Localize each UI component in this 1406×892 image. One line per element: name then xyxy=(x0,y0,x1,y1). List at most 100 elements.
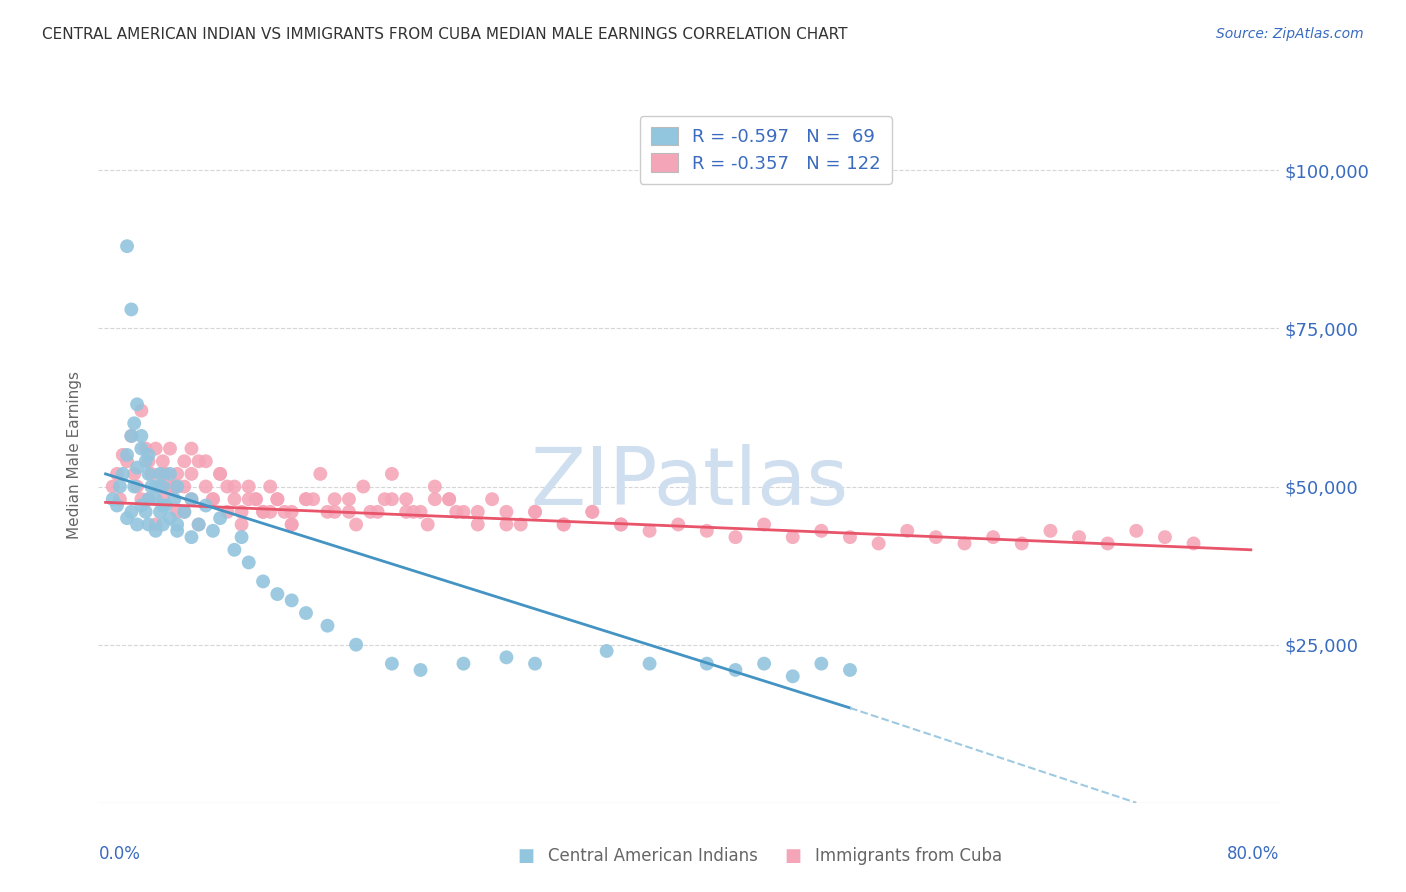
Point xyxy=(467,517,489,532)
Point xyxy=(122,479,145,493)
Point xyxy=(131,403,153,417)
Point xyxy=(163,479,186,493)
Point xyxy=(309,467,332,481)
Point xyxy=(1154,530,1177,544)
Point xyxy=(135,454,157,468)
Point xyxy=(696,657,718,671)
Point xyxy=(295,492,318,507)
Point xyxy=(152,492,174,507)
Point xyxy=(122,467,145,481)
Point xyxy=(105,499,128,513)
Point xyxy=(163,492,186,507)
Point xyxy=(138,492,160,507)
Point xyxy=(810,524,832,538)
Point xyxy=(724,663,747,677)
Point xyxy=(524,505,547,519)
Point xyxy=(125,460,148,475)
Point xyxy=(696,524,718,538)
Point xyxy=(238,492,260,507)
Point xyxy=(259,505,281,519)
Legend: R = -0.597   N =  69, R = -0.357   N = 122: R = -0.597 N = 69, R = -0.357 N = 122 xyxy=(640,116,891,184)
Point xyxy=(259,479,281,493)
Point xyxy=(810,657,832,671)
Point xyxy=(610,517,633,532)
Point xyxy=(217,479,239,493)
Point xyxy=(280,593,302,607)
Point xyxy=(337,505,360,519)
Point xyxy=(111,467,134,481)
Point xyxy=(524,657,547,671)
Point xyxy=(173,479,195,493)
Point xyxy=(416,517,439,532)
Point xyxy=(266,492,288,507)
Point xyxy=(395,492,418,507)
Point xyxy=(323,505,346,519)
Point xyxy=(437,492,460,507)
Point xyxy=(553,517,575,532)
Point xyxy=(201,524,224,538)
Point xyxy=(145,442,167,456)
Point xyxy=(187,517,209,532)
Point xyxy=(381,657,404,671)
Point xyxy=(152,479,174,493)
Point xyxy=(238,556,260,570)
Point xyxy=(115,454,138,468)
Point xyxy=(581,505,603,519)
Point xyxy=(131,499,153,513)
Point xyxy=(1125,524,1147,538)
Point xyxy=(166,505,188,519)
Text: ■: ■ xyxy=(785,847,801,865)
Point xyxy=(352,479,374,493)
Point xyxy=(194,499,217,513)
Point xyxy=(138,448,160,462)
Point xyxy=(553,517,575,532)
Point xyxy=(201,492,224,507)
Point xyxy=(173,505,195,519)
Point xyxy=(135,442,157,456)
Point xyxy=(839,530,862,544)
Point xyxy=(145,517,167,532)
Text: 80.0%: 80.0% xyxy=(1227,845,1279,863)
Point xyxy=(1011,536,1033,550)
Point xyxy=(638,657,661,671)
Point xyxy=(409,663,432,677)
Point xyxy=(209,467,232,481)
Point xyxy=(344,638,367,652)
Point xyxy=(245,492,267,507)
Point xyxy=(295,492,318,507)
Point xyxy=(120,429,142,443)
Point xyxy=(467,505,489,519)
Y-axis label: Median Male Earnings: Median Male Earnings xyxy=(67,371,83,539)
Point xyxy=(509,517,531,532)
Point xyxy=(149,505,172,519)
Point xyxy=(201,492,224,507)
Point xyxy=(437,492,460,507)
Point xyxy=(138,454,160,468)
Point xyxy=(155,499,177,513)
Point xyxy=(173,454,195,468)
Point xyxy=(323,492,346,507)
Point xyxy=(125,397,148,411)
Point xyxy=(610,517,633,532)
Point xyxy=(159,511,181,525)
Point xyxy=(367,505,389,519)
Point xyxy=(125,517,148,532)
Point xyxy=(231,505,253,519)
Point xyxy=(595,644,617,658)
Point xyxy=(302,492,325,507)
Point xyxy=(209,511,232,525)
Point xyxy=(453,505,475,519)
Point xyxy=(524,505,547,519)
Point xyxy=(131,442,153,456)
Point xyxy=(395,505,418,519)
Point xyxy=(145,524,167,538)
Point xyxy=(423,479,446,493)
Point xyxy=(159,479,181,493)
Point xyxy=(1039,524,1062,538)
Point xyxy=(953,536,976,550)
Point xyxy=(115,239,138,253)
Point xyxy=(101,492,124,507)
Point xyxy=(453,657,475,671)
Point xyxy=(141,467,163,481)
Text: CENTRAL AMERICAN INDIAN VS IMMIGRANTS FROM CUBA MEDIAN MALE EARNINGS CORRELATION: CENTRAL AMERICAN INDIAN VS IMMIGRANTS FR… xyxy=(42,27,848,42)
